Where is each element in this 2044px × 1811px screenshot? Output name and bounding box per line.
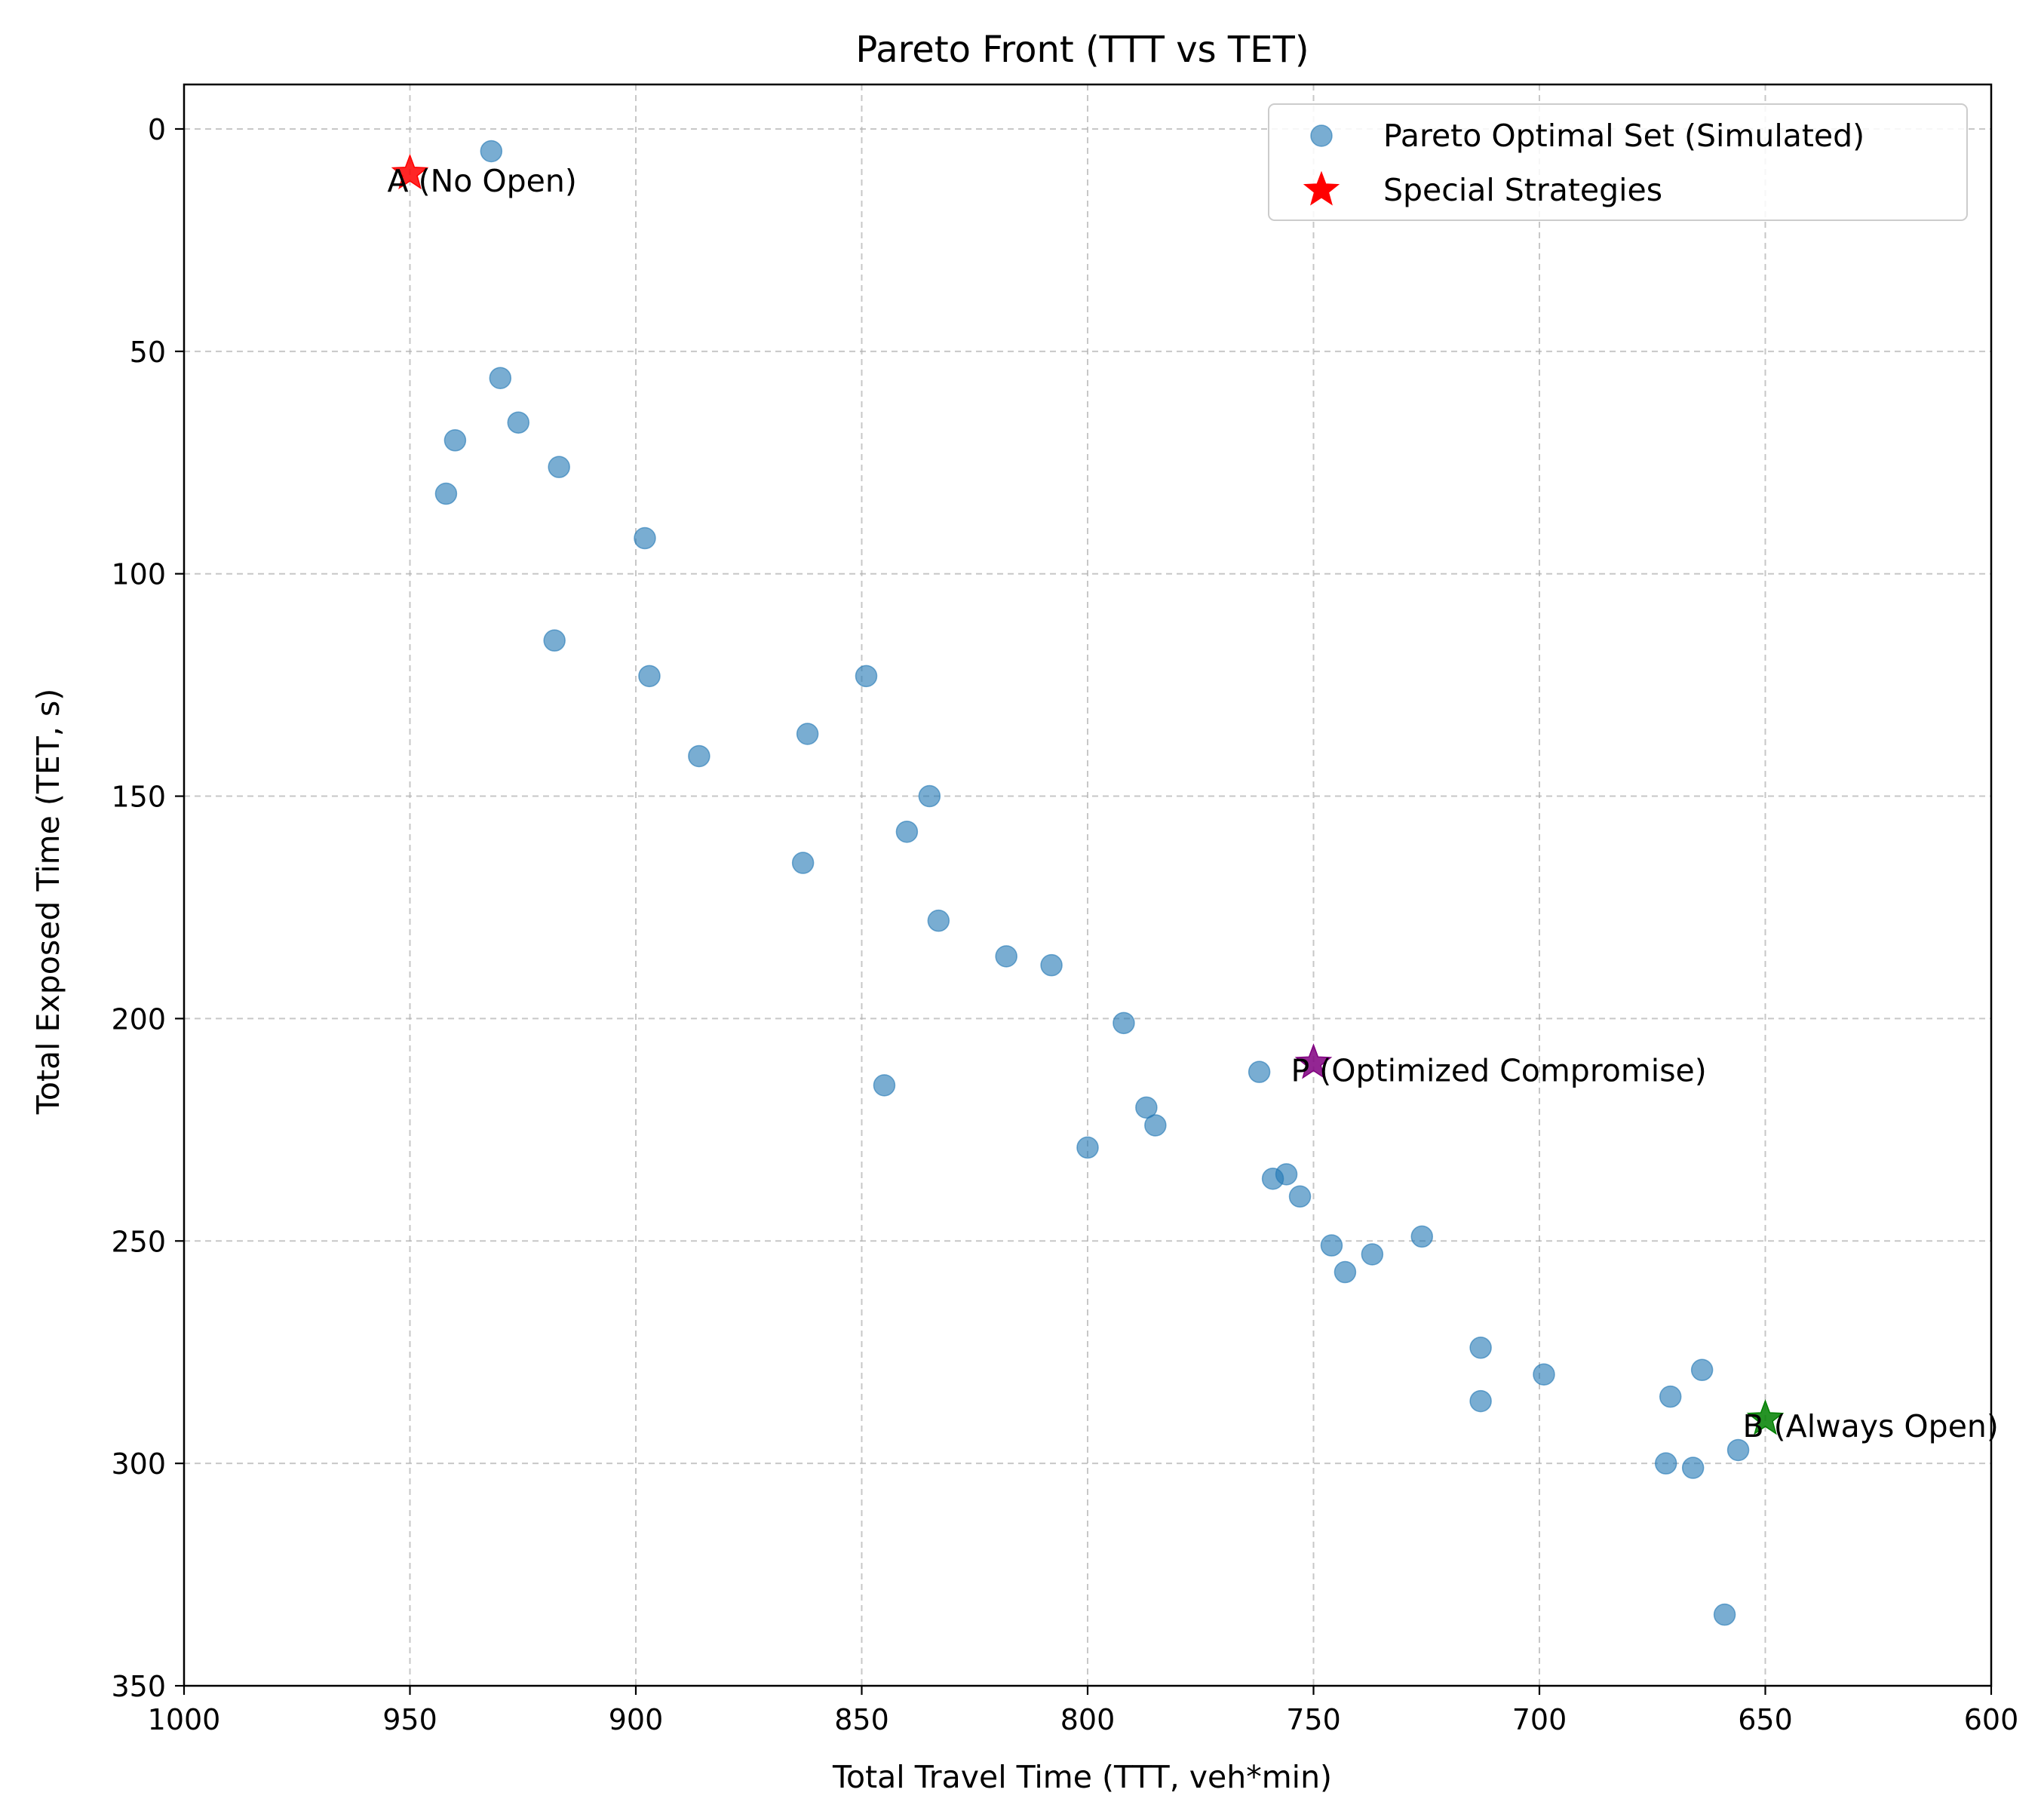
legend-marker-pareto xyxy=(1310,124,1333,147)
x-tick-label: 950 xyxy=(382,1703,437,1736)
data-point xyxy=(443,429,467,452)
y-tick-label: 350 xyxy=(111,1670,166,1703)
y-tick-label: 200 xyxy=(111,1002,166,1036)
data-points xyxy=(434,140,1750,1626)
x-axis-label: Total Travel Time (TTT, veh*min) xyxy=(832,1759,1332,1795)
data-point xyxy=(507,411,530,434)
y-tick-label: 50 xyxy=(130,336,166,369)
y-tick-label: 300 xyxy=(111,1447,166,1481)
data-point xyxy=(1135,1096,1158,1119)
legend-box xyxy=(1268,103,1968,221)
x-tick-label: 1000 xyxy=(148,1703,221,1736)
y-tick-label: 0 xyxy=(148,113,166,146)
x-tick-label: 800 xyxy=(1060,1703,1116,1736)
data-point xyxy=(489,367,512,389)
data-point xyxy=(434,482,458,505)
data-point xyxy=(1410,1225,1434,1248)
data-point xyxy=(1713,1603,1736,1626)
data-point xyxy=(918,784,941,808)
data-point xyxy=(1469,1389,1492,1413)
data-point xyxy=(1144,1114,1167,1137)
chart-title: Pareto Front (TTT vs TET) xyxy=(855,29,1309,71)
legend-entry-special: Special Strategies xyxy=(1383,172,1662,208)
data-point xyxy=(895,820,919,843)
data-point xyxy=(480,140,503,163)
y-tick-label: 250 xyxy=(111,1225,166,1258)
special-point-star-icon xyxy=(1294,1043,1333,1079)
special-point-label: P (Optimized Compromise) xyxy=(1291,1052,1707,1088)
legend-entry-pareto: Pareto Optimal Set (Simulated) xyxy=(1383,118,1864,154)
data-point xyxy=(1076,1136,1099,1159)
special-point-star-icon xyxy=(391,153,429,190)
data-point xyxy=(1334,1260,1357,1284)
legend: Pareto Optimal Set (Simulated) Special S… xyxy=(1268,103,1968,221)
data-point xyxy=(791,852,815,874)
legend-marker-special-star-icon xyxy=(1303,170,1340,206)
data-point xyxy=(634,526,656,550)
y-tick-label: 100 xyxy=(111,558,166,591)
data-point xyxy=(1659,1385,1682,1408)
special-point-star-icon xyxy=(1746,1399,1785,1435)
data-point xyxy=(638,665,661,688)
data-point xyxy=(855,665,878,688)
special-point-label: A (No Open) xyxy=(388,163,577,199)
x-tick-label: 650 xyxy=(1738,1703,1793,1736)
special-strategies: A (No Open) P (Optimized Compromise) B (Al… xyxy=(388,153,1999,1444)
data-point xyxy=(1040,953,1063,977)
data-point xyxy=(1361,1243,1384,1266)
data-point xyxy=(1248,1061,1271,1083)
axis-ticks: 1000 950 900 850 800 750 700 650 600 0 50 100 150 200… xyxy=(111,113,2018,1736)
x-tick-label: 850 xyxy=(834,1703,889,1736)
data-point xyxy=(1681,1456,1705,1479)
x-tick-label: 900 xyxy=(609,1703,664,1736)
x-tick-label: 600 xyxy=(1964,1703,2019,1736)
data-point xyxy=(1320,1234,1343,1257)
data-point xyxy=(1533,1363,1555,1386)
data-point xyxy=(548,456,570,478)
data-point xyxy=(1690,1358,1714,1382)
data-point xyxy=(873,1074,896,1097)
data-point xyxy=(1654,1452,1677,1475)
data-point xyxy=(1726,1438,1750,1462)
data-point xyxy=(927,909,950,932)
data-point xyxy=(796,723,819,745)
special-point-label: B (Always Open) xyxy=(1743,1408,1999,1444)
data-point xyxy=(1469,1337,1492,1359)
data-point xyxy=(995,945,1017,968)
y-tick-label: 150 xyxy=(111,781,166,814)
data-point xyxy=(1275,1163,1298,1186)
data-point xyxy=(1288,1185,1312,1208)
data-point xyxy=(1113,1011,1135,1035)
x-tick-label: 750 xyxy=(1286,1703,1341,1736)
data-point xyxy=(543,629,566,652)
y-axis-label: Total Exposed Time (TET, s) xyxy=(30,689,66,1116)
data-point xyxy=(688,744,710,768)
x-tick-label: 700 xyxy=(1512,1703,1567,1736)
